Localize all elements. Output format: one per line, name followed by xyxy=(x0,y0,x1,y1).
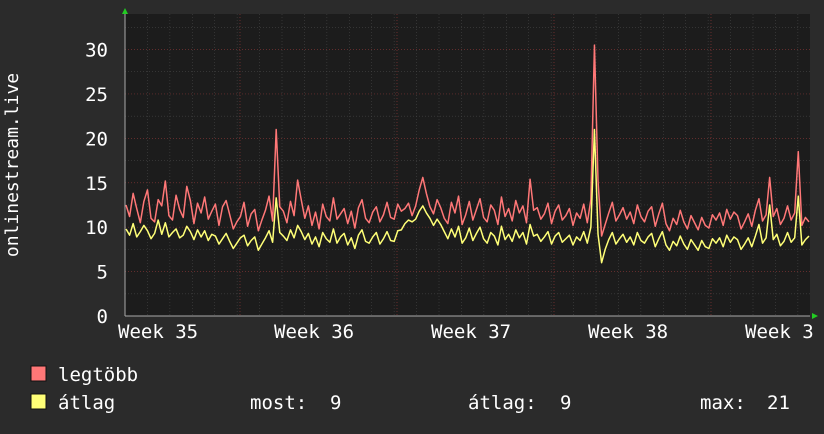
legend-swatch-max xyxy=(30,365,47,382)
x-tick-label: Week 38 xyxy=(588,321,668,343)
stat-avg-value: 9 xyxy=(560,392,571,414)
axes xyxy=(122,8,818,319)
x-tick-labels: Week 35 Week 36 Week 37 Week 38 Week 3 xyxy=(118,321,814,343)
series-line-avg xyxy=(125,128,810,264)
y-tick-label: 30 xyxy=(85,40,108,62)
x-axis-arrow-icon xyxy=(812,313,818,319)
y-tick-label: 10 xyxy=(85,217,108,239)
x-tick-label: Week 37 xyxy=(431,321,511,343)
legend-swatch-avg xyxy=(30,393,47,410)
y-tick-label: 15 xyxy=(85,173,108,195)
stat-max-value: 21 xyxy=(767,392,790,414)
y-tick-labels: 0 5 10 15 20 25 30 xyxy=(85,40,108,328)
legend-label-max: legtöbb xyxy=(58,364,138,386)
x-tick-label: Week 35 xyxy=(118,321,198,343)
legend: legtöbb átlag most: 9 átlag: 9 max: 21 xyxy=(30,364,790,414)
series-line-max xyxy=(125,44,810,237)
y-tick-label: 20 xyxy=(85,128,108,150)
stat-max-label: max: xyxy=(700,392,746,414)
x-tick-label: Week 36 xyxy=(274,321,354,343)
x-tick-label: Week 3 xyxy=(745,321,814,343)
stat-now-value: 9 xyxy=(330,392,341,414)
stat-now-label: most: xyxy=(250,392,307,414)
y-axis-arrow-icon xyxy=(122,8,128,14)
plot-area xyxy=(125,14,810,316)
legend-label-avg: átlag xyxy=(58,392,115,414)
stat-avg-label: átlag: xyxy=(468,392,537,414)
series-layer xyxy=(125,44,810,264)
y-tick-label: 25 xyxy=(85,84,108,106)
y-tick-label: 0 xyxy=(97,306,108,328)
y-axis-label: onlinestream.live xyxy=(2,73,23,257)
y-tick-label: 5 xyxy=(97,262,108,284)
